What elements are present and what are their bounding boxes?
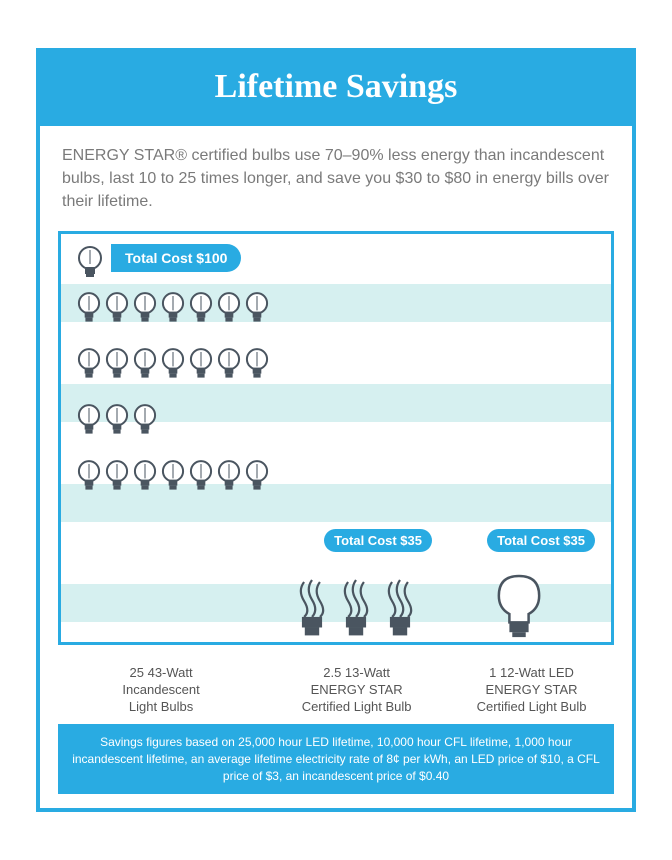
- incandescent-bulb-icon: [77, 402, 101, 442]
- incandescent-bulb-icon: [245, 346, 269, 386]
- col-incandescent: Total Cost $100: [77, 244, 269, 642]
- caption-cfl: 2.5 13-Watt ENERGY STAR Certified Light …: [274, 665, 439, 716]
- columns-overlay: Total Cost $100: [61, 234, 611, 642]
- badge-cfl: Total Cost $35: [324, 529, 432, 552]
- badge-incandescent: Total Cost $100: [111, 244, 241, 272]
- incandescent-bulb-icon: [133, 346, 157, 386]
- incandescent-bulb-icon: [189, 458, 213, 498]
- intro-text: ENERGY STAR® certified bulbs use 70–90% …: [62, 147, 609, 210]
- caption-led: 1 12-Watt LED ENERGY STAR Certified Ligh…: [449, 665, 614, 716]
- incandescent-bulb-icon: [77, 244, 103, 284]
- incandescent-bulb-icon: [77, 458, 101, 498]
- led-bulb-row: [442, 562, 595, 642]
- incandescent-bulb-icon: [245, 290, 269, 330]
- badge-incandescent-text: Total Cost $100: [125, 250, 227, 266]
- cfl-bulb-row: [279, 562, 432, 642]
- incandescent-bulb-icon: [77, 290, 101, 330]
- incandescent-bulb-icon: [245, 458, 269, 498]
- incandescent-bulb-icon: [189, 290, 213, 330]
- incandescent-bulb-icon: [217, 290, 241, 330]
- title-bar: Lifetime Savings: [40, 52, 632, 126]
- incandescent-bulb-icon: [161, 346, 185, 386]
- cfl-bulb-icon: [294, 576, 330, 642]
- caption-incandescent: 25 43-Watt Incandescent Light Bulbs: [58, 665, 264, 716]
- incandescent-bulb-icon: [161, 290, 185, 330]
- cfl-bulb-icon: [382, 576, 418, 642]
- incandescent-bulb-icon: [161, 458, 185, 498]
- incandescent-bulb-icon: [133, 290, 157, 330]
- badge-led: Total Cost $35: [487, 529, 595, 552]
- incandescent-bulb-icon: [133, 402, 157, 442]
- col-led: Total Cost $35: [442, 244, 595, 642]
- incandescent-bulb-icon: [77, 346, 101, 386]
- incandescent-bulb-icon: [105, 458, 129, 498]
- infographic-card: Lifetime Savings ENERGY STAR® certified …: [36, 48, 636, 813]
- intro-paragraph: ENERGY STAR® certified bulbs use 70–90% …: [40, 126, 632, 228]
- led-bulb-icon: [495, 572, 543, 642]
- incandescent-bulb-icon: [133, 458, 157, 498]
- badge-cfl-text: Total Cost $35: [334, 533, 422, 548]
- col-cfl: Total Cost $35: [279, 244, 432, 642]
- captions-row: 25 43-Watt Incandescent Light Bulbs 2.5 …: [40, 659, 632, 724]
- chart-panel: Total Cost $100: [58, 231, 614, 645]
- incandescent-bulb-icon: [217, 346, 241, 386]
- incandescent-bulb-icon: [105, 290, 129, 330]
- incandescent-bulb-grid: [77, 284, 269, 498]
- incandescent-bulb-icon: [217, 458, 241, 498]
- footnote-bar: Savings figures based on 25,000 hour LED…: [58, 724, 614, 794]
- incandescent-bulb-icon: [189, 346, 213, 386]
- footnote-text: Savings figures based on 25,000 hour LED…: [72, 735, 600, 783]
- incandescent-bulb-icon: [105, 402, 129, 442]
- title-text: Lifetime Savings: [215, 68, 458, 105]
- cfl-bulb-icon: [338, 576, 374, 642]
- incandescent-bulb-icon: [105, 346, 129, 386]
- badge-led-text: Total Cost $35: [497, 533, 585, 548]
